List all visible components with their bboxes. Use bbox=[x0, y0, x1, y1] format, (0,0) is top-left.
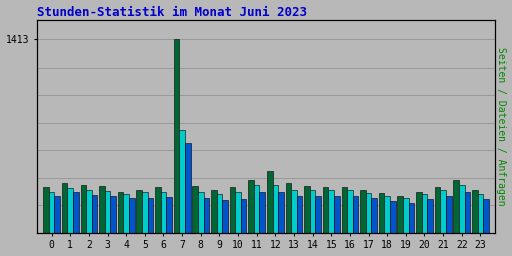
Bar bbox=[379, 193, 385, 233]
Text: Stunden-Statistik im Monat Juni 2023: Stunden-Statistik im Monat Juni 2023 bbox=[37, 6, 307, 18]
Bar bbox=[54, 196, 60, 233]
Bar bbox=[440, 190, 446, 233]
Bar bbox=[49, 191, 54, 233]
Bar bbox=[147, 198, 153, 233]
Bar bbox=[464, 191, 470, 233]
Bar bbox=[459, 185, 464, 233]
Bar bbox=[254, 185, 260, 233]
Bar bbox=[323, 187, 329, 233]
Bar bbox=[204, 198, 209, 233]
Bar bbox=[260, 191, 265, 233]
Bar bbox=[118, 191, 123, 233]
Bar bbox=[403, 198, 409, 233]
Bar bbox=[241, 199, 246, 233]
Bar bbox=[315, 196, 321, 233]
Bar bbox=[80, 185, 86, 233]
Bar bbox=[422, 194, 428, 233]
Bar bbox=[360, 190, 366, 233]
Bar bbox=[129, 198, 135, 233]
Bar bbox=[211, 189, 217, 233]
Bar bbox=[73, 192, 79, 233]
Y-axis label: Seiten / Dateien / Anfragen: Seiten / Dateien / Anfragen bbox=[497, 47, 506, 206]
Bar bbox=[235, 191, 241, 233]
Bar bbox=[329, 190, 334, 233]
Bar bbox=[267, 171, 272, 233]
Bar bbox=[409, 202, 414, 233]
Bar bbox=[155, 187, 161, 233]
Bar bbox=[353, 196, 358, 233]
Bar bbox=[334, 196, 339, 233]
Bar bbox=[304, 186, 310, 233]
Bar bbox=[371, 198, 377, 233]
Bar bbox=[297, 196, 303, 233]
Bar bbox=[86, 189, 92, 233]
Bar bbox=[366, 193, 371, 233]
Bar bbox=[342, 187, 347, 233]
Bar bbox=[166, 197, 172, 233]
Bar bbox=[161, 191, 166, 233]
Bar bbox=[123, 194, 129, 233]
Bar bbox=[68, 188, 73, 233]
Bar bbox=[435, 187, 440, 233]
Bar bbox=[446, 196, 452, 233]
Bar bbox=[390, 201, 396, 233]
Bar bbox=[454, 180, 459, 233]
Bar bbox=[230, 187, 235, 233]
Bar bbox=[99, 186, 105, 233]
Bar bbox=[185, 143, 190, 233]
Bar bbox=[483, 199, 489, 233]
Bar bbox=[217, 194, 222, 233]
Bar bbox=[286, 183, 291, 233]
Bar bbox=[472, 189, 478, 233]
Bar bbox=[397, 196, 403, 233]
Bar bbox=[179, 130, 185, 233]
Bar bbox=[416, 192, 422, 233]
Bar bbox=[43, 187, 49, 233]
Bar bbox=[428, 199, 433, 233]
Bar bbox=[478, 194, 483, 233]
Bar bbox=[174, 39, 179, 233]
Bar bbox=[136, 189, 142, 233]
Bar bbox=[347, 190, 353, 233]
Bar bbox=[291, 189, 297, 233]
Bar bbox=[222, 200, 228, 233]
Bar bbox=[385, 196, 390, 233]
Bar bbox=[111, 196, 116, 233]
Bar bbox=[193, 186, 198, 233]
Bar bbox=[62, 183, 68, 233]
Bar bbox=[92, 195, 97, 233]
Bar bbox=[142, 192, 147, 233]
Bar bbox=[198, 191, 204, 233]
Bar bbox=[105, 191, 111, 233]
Bar bbox=[272, 185, 278, 233]
Bar bbox=[310, 190, 315, 233]
Bar bbox=[278, 192, 284, 233]
Bar bbox=[248, 180, 254, 233]
